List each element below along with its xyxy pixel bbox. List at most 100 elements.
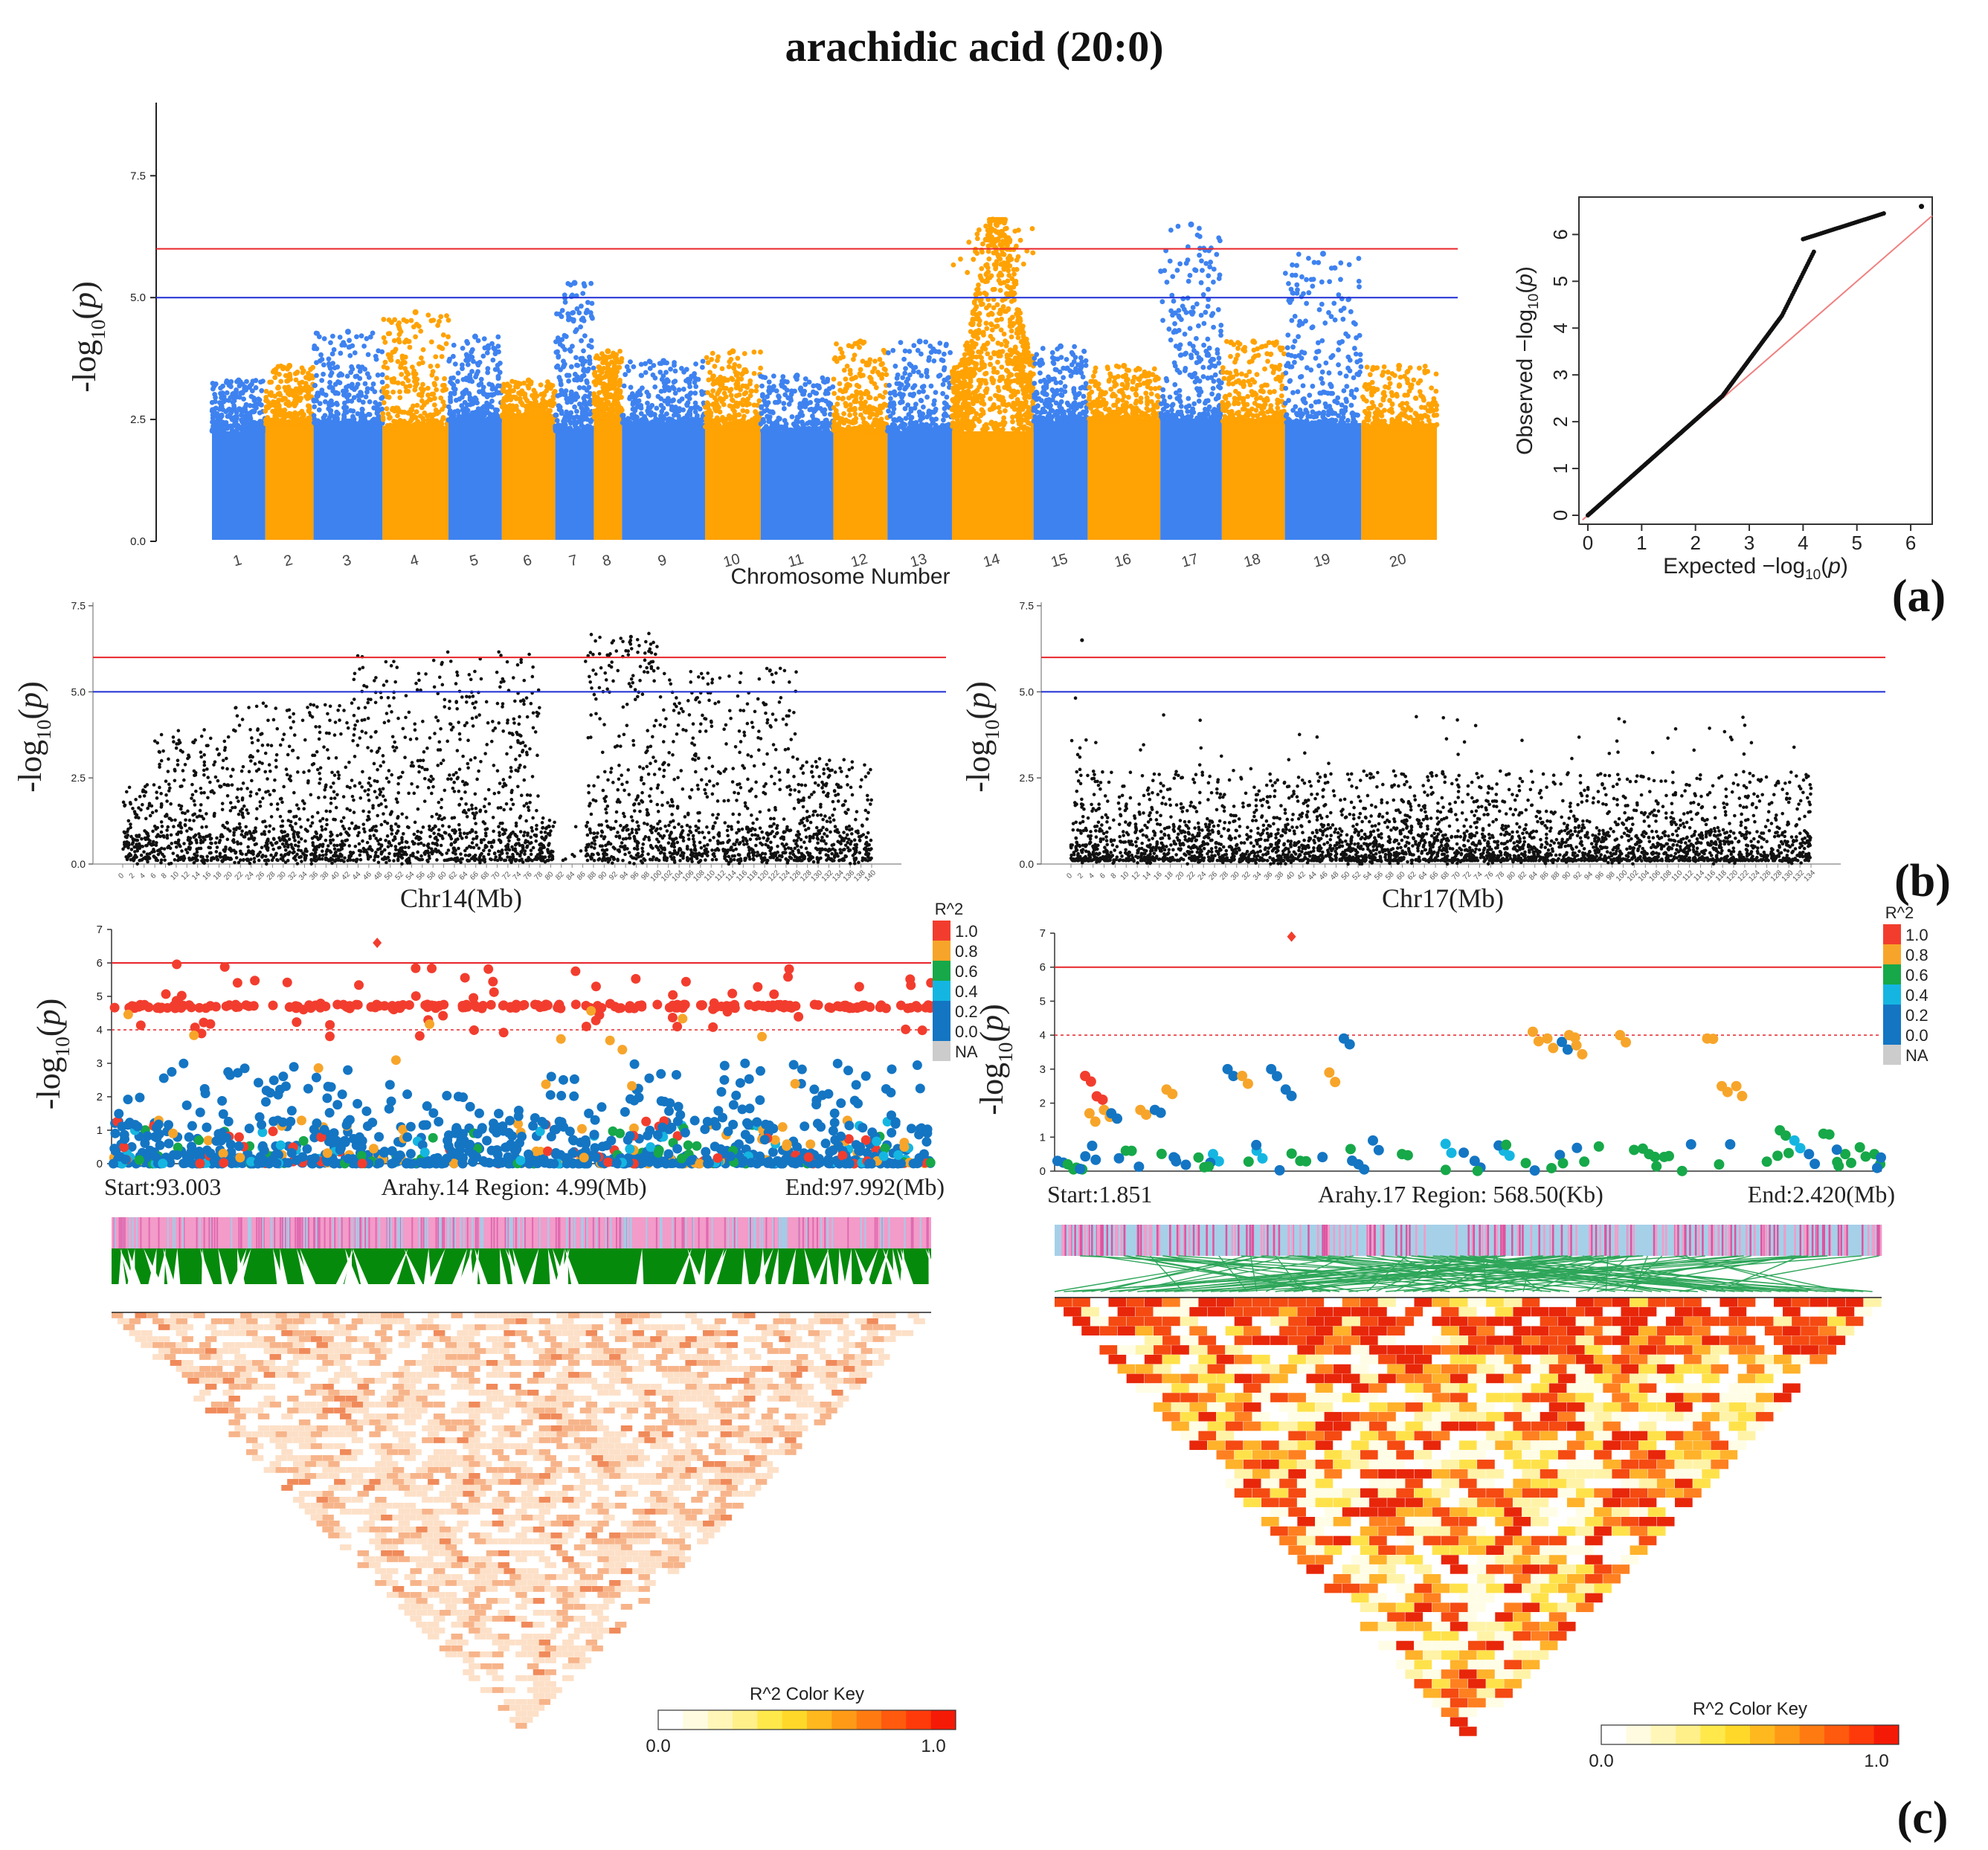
manhattan-point [1094, 409, 1099, 414]
manhattan-point [942, 378, 947, 383]
manhattan-point [1007, 263, 1012, 268]
manhattan-point [730, 377, 736, 382]
manhattan-point [228, 413, 233, 418]
manhattan-point [843, 401, 848, 406]
manhattan-point [668, 367, 673, 372]
manhattan-point [219, 392, 224, 397]
manhattan-point [980, 400, 985, 405]
manhattan-point [213, 399, 218, 405]
manhattan-point [314, 347, 319, 352]
manhattan-point [259, 388, 264, 393]
manhattan-point [831, 376, 837, 381]
manhattan-point [1020, 334, 1026, 339]
manhattan-point [715, 415, 720, 420]
manhattan-point [956, 384, 962, 390]
manhattan-dense-band [266, 425, 314, 540]
manhattan-point [347, 338, 352, 343]
manhattan-point [329, 370, 335, 376]
manhattan-point [348, 408, 353, 413]
manhattan-point [382, 335, 387, 341]
manhattan-top-point [345, 329, 351, 335]
manhattan-point [1004, 226, 1009, 231]
manhattan-point [744, 402, 750, 407]
manhattan-point [364, 394, 369, 399]
manhattan-point [1107, 407, 1112, 412]
manhattan-point [904, 385, 909, 390]
manhattan-point [879, 376, 884, 381]
manhattan-point [385, 406, 390, 411]
manhattan-point [1000, 398, 1005, 403]
manhattan-point [291, 402, 296, 407]
manhattan-point [969, 359, 974, 364]
manhattan-point [693, 361, 698, 367]
manhattan-point [561, 364, 566, 370]
manhattan-point [1004, 379, 1009, 384]
manhattan-point [1105, 366, 1110, 371]
manhattan-point [224, 380, 229, 385]
manhattan-point [990, 327, 995, 332]
manhattan-top-point [730, 348, 736, 354]
manhattan-point [312, 405, 317, 410]
manhattan-point [767, 379, 772, 384]
manhattan-point [847, 407, 852, 413]
manhattan-point [870, 412, 875, 417]
manhattan-point [963, 373, 968, 378]
manhattan-point [985, 279, 990, 284]
manhattan-point [1206, 376, 1211, 381]
manhattan-point [845, 364, 850, 369]
manhattan-point [698, 407, 703, 412]
manhattan-point [1079, 419, 1084, 424]
manhattan-point [413, 384, 418, 389]
manhattan-chromosome-6 [500, 378, 558, 540]
manhattan-point [886, 350, 891, 355]
manhattan-point [703, 405, 708, 410]
manhattan-point [840, 427, 845, 432]
manhattan-point [1073, 355, 1078, 360]
manhattan-point [933, 390, 939, 395]
manhattan-point [1196, 323, 1201, 329]
manhattan-point [271, 369, 277, 374]
manhattan-point [979, 378, 985, 383]
manhattan-point [813, 390, 818, 396]
manhattan-point [396, 381, 401, 386]
manhattan-point [513, 395, 518, 400]
manhattan-point [727, 413, 732, 419]
manhattan-point [762, 425, 768, 431]
manhattan-point [307, 417, 312, 422]
manhattan-point [979, 361, 985, 367]
manhattan-point [823, 422, 829, 427]
manhattan-point [559, 408, 564, 413]
manhattan-point [748, 393, 753, 399]
manhattan-point [241, 396, 246, 402]
manhattan-point [460, 395, 465, 400]
manhattan-point [681, 387, 686, 392]
manhattan-point [903, 406, 908, 411]
manhattan-point [341, 413, 347, 418]
manhattan-point [882, 367, 887, 372]
manhattan-point [564, 427, 570, 432]
figure: arachidic acid (20:0) (a) (b) (c) 0.02.5… [0, 0, 1988, 1850]
manhattan-point [1156, 394, 1161, 399]
manhattan-point [823, 391, 829, 396]
manhattan-point [942, 413, 947, 418]
manhattan-point [465, 341, 470, 346]
manhattan-point [673, 369, 678, 374]
manhattan-point [1072, 344, 1077, 349]
manhattan-dense-band [887, 431, 952, 540]
manhattan-point [591, 379, 596, 384]
manhattan-point [1151, 407, 1156, 412]
manhattan-point [822, 411, 827, 416]
manhattan-point [259, 419, 264, 424]
manhattan-point [559, 424, 564, 429]
manhattan-point [698, 419, 703, 425]
manhattan-point [782, 406, 787, 411]
manhattan-point [491, 346, 496, 351]
manhattan-point [463, 416, 469, 422]
manhattan-point [898, 399, 904, 405]
manhattan-point [648, 410, 653, 416]
manhattan-point [272, 375, 277, 380]
manhattan-point [414, 403, 419, 408]
manhattan-point [489, 393, 495, 398]
manhattan-point [973, 249, 978, 254]
manhattan-point [920, 384, 925, 390]
